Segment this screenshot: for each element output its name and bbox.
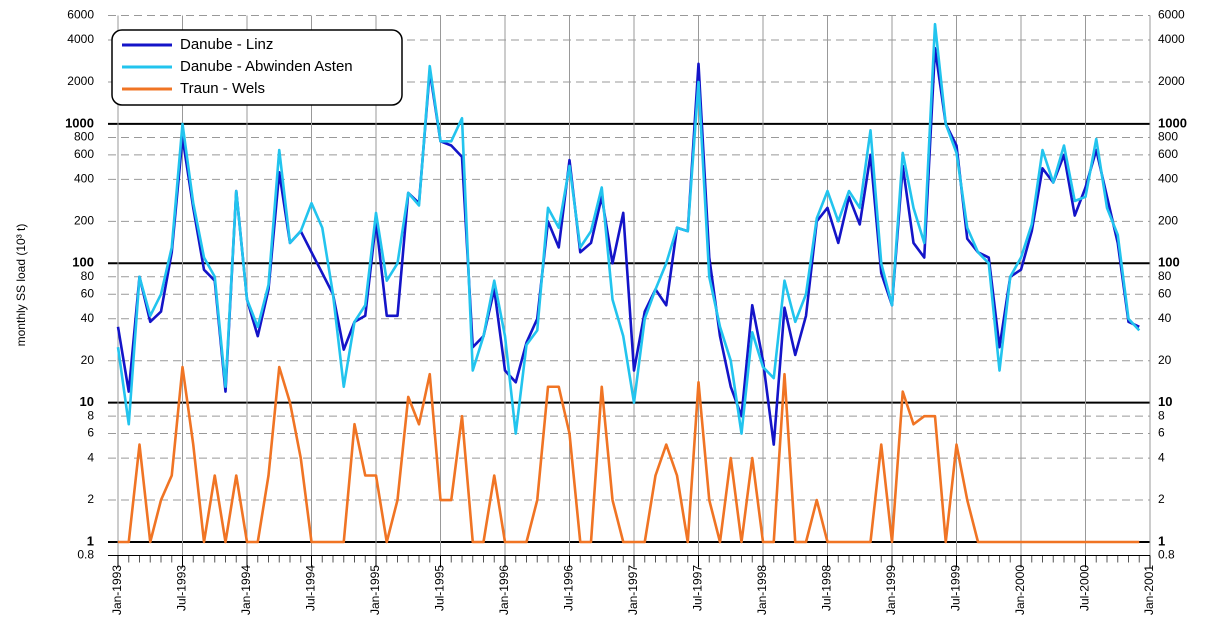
x-tick-label: Jul-1994: [304, 565, 318, 611]
y-tick-label-right: 400: [1158, 172, 1178, 186]
y-tick-label-right: 4000: [1158, 32, 1185, 46]
y-tick-label-right: 10: [1158, 394, 1172, 409]
x-tick-label: Jul-2000: [1078, 565, 1092, 611]
x-tick-label: Jan-1999: [884, 565, 898, 615]
y-tick-label: 10: [80, 394, 94, 409]
x-tick-label: Jan-2001: [1142, 565, 1156, 615]
y-tick-label: 6: [87, 426, 94, 440]
x-tick-label: Jan-1993: [110, 565, 124, 615]
y-tick-label: 600: [74, 147, 94, 161]
y-tick-label-right: 600: [1158, 147, 1178, 161]
y-tick-label: 40: [81, 311, 95, 325]
x-tick-label: Jan-1997: [626, 565, 640, 615]
series-line: [116, 22, 1141, 435]
y-tick-label: 80: [81, 269, 95, 283]
x-tick-label: Jan-1994: [239, 565, 253, 615]
legend-label: Danube - Linz: [180, 36, 273, 53]
y-tick-label-right: 2: [1158, 492, 1165, 506]
y-tick-label: 100: [72, 255, 94, 270]
x-tick-label: Jul-1998: [820, 565, 834, 611]
y-tick-label: 2000: [67, 74, 94, 88]
y-tick-label-right: 0.8: [1158, 548, 1175, 562]
y-tick-label-right: 200: [1158, 214, 1178, 228]
y-tick-label: 1: [87, 533, 94, 548]
y-tick-label-right: 1: [1158, 533, 1165, 548]
y-tick-label-right: 2000: [1158, 74, 1185, 88]
y-tick-label-right: 60: [1158, 286, 1172, 300]
y-tick-label-right: 80: [1158, 269, 1172, 283]
y-tick-label: 4: [87, 450, 94, 464]
y-tick-label-right: 800: [1158, 130, 1178, 144]
legend-box: [111, 29, 403, 106]
y-tick-label: 0.8: [77, 548, 94, 562]
y-tick-label: 60: [81, 286, 95, 300]
y-tick-label-right: 20: [1158, 353, 1172, 367]
y-tick-label-right: 1000: [1158, 115, 1187, 130]
y-tick-label: 8: [87, 408, 94, 422]
y-tick-label: 20: [81, 353, 95, 367]
x-tick-label: Jan-1996: [497, 565, 511, 615]
x-tick-label: Jul-1995: [433, 565, 447, 611]
y-tick-label-right: 6000: [1158, 8, 1185, 22]
y-tick-label: 200: [74, 214, 94, 228]
y-tick-label-right: 100: [1158, 255, 1180, 270]
y-tick-label: 1000: [65, 115, 94, 130]
y-tick-label-right: 6: [1158, 426, 1165, 440]
x-tick-label: Jul-1997: [691, 565, 705, 611]
y-tick-label: 800: [74, 130, 94, 144]
y-tick-label: 400: [74, 172, 94, 186]
x-tick-label: Jul-1993: [175, 565, 189, 611]
legend-label: Traun - Wels: [180, 80, 265, 97]
series-line: [118, 365, 1140, 544]
x-tick-label: Jan-1998: [755, 565, 769, 615]
x-tick-label: Jul-1999: [949, 565, 963, 611]
legend-label: Danube - Abwinden Asten: [180, 58, 353, 75]
y-tick-label: 4000: [67, 32, 94, 46]
x-tick-label: Jul-1996: [562, 565, 576, 611]
x-tick-label: Jan-1995: [368, 565, 382, 615]
y-tick-label-right: 8: [1158, 408, 1165, 422]
x-tick-label: Jan-2000: [1013, 565, 1027, 615]
y-tick-label: 6000: [67, 8, 94, 22]
y-tick-label: 2: [87, 492, 94, 506]
y-axis-label: monthly SS load (10³ t): [14, 224, 28, 347]
y-tick-label-right: 4: [1158, 450, 1165, 464]
y-tick-label-right: 40: [1158, 311, 1172, 325]
